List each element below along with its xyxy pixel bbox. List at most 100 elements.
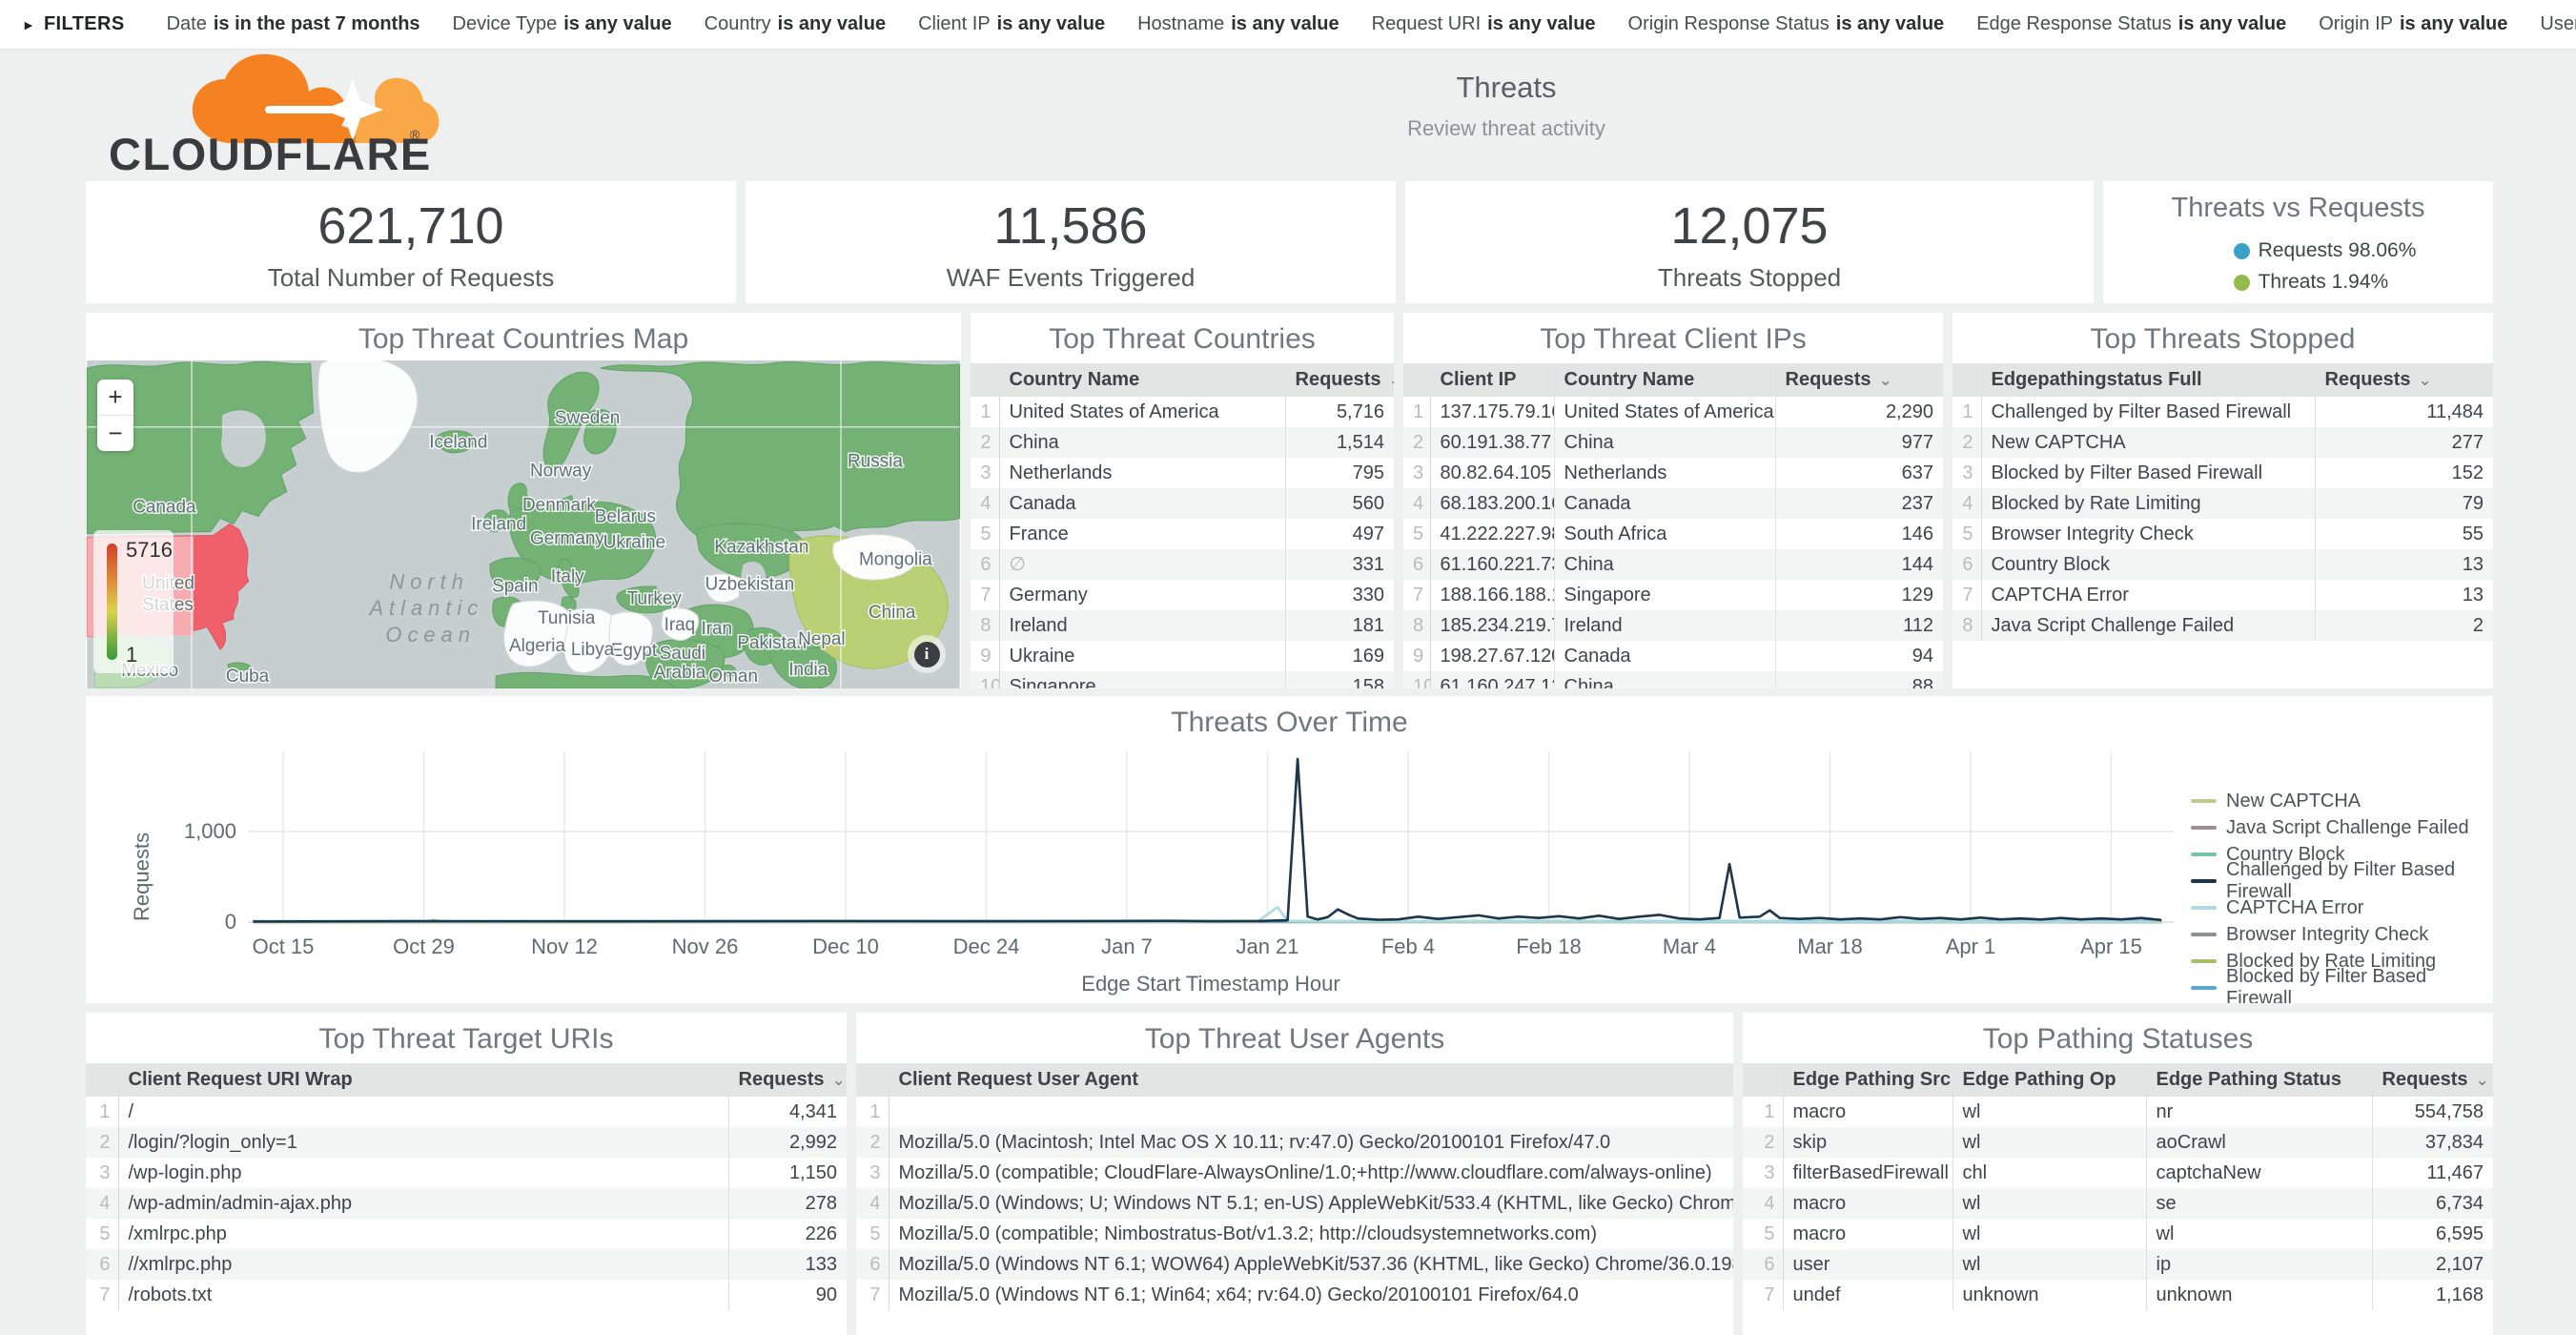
column-header[interactable]: Edge Pathing Op <box>1952 1063 2146 1097</box>
sort-desc-icon: ⌄ <box>2475 1071 2489 1089</box>
column-header[interactable]: Client Request User Agent <box>888 1063 1733 1097</box>
table-cell: Mozilla/5.0 (Windows; U; Windows NT 5.1;… <box>888 1188 1733 1219</box>
table-row: 3 filterBasedFirewall chl captchaNew 11,467 <box>1743 1158 2493 1188</box>
chart-legend-item[interactable]: Blocked by Rate Limiting <box>2191 948 2488 975</box>
table-cell: wl <box>2145 1219 2372 1249</box>
column-header[interactable]: Edgepathingstatus Full <box>1980 363 2315 397</box>
table-row: 2/login/?login_only=1 2,992 <box>86 1127 847 1158</box>
table-row: 1 United States of America 5,716 <box>971 397 1394 427</box>
table-cell: 185.234.219.70 <box>1429 610 1554 641</box>
stat-card-waf-events: 11,586 WAF Events Triggered <box>746 181 1396 303</box>
top-threat-client-ips-panel: Top Threat Client IPs Client IP Country N… <box>1403 313 1943 688</box>
row-rank: 7 <box>856 1280 889 1310</box>
top-pathing-statuses-table: Edge Pathing Src Edge Pathing Op Edge Path… <box>1743 1063 2493 1310</box>
filter-item[interactable]: Client IP is any value <box>918 13 1105 35</box>
sort-desc-icon: ⌄ <box>831 1071 846 1089</box>
table-row: 4 Canada 560 <box>971 488 1394 519</box>
chart-legend-item[interactable]: Browser Integrity Check <box>2191 921 2488 948</box>
table-cell: filterBasedFirewall <box>1782 1158 1952 1188</box>
row-rank: 5 <box>86 1219 119 1249</box>
map-zoom-control: + − <box>97 380 133 451</box>
chart-legend-item[interactable]: Challenged by Filter Based Firewall <box>2191 859 2488 902</box>
table-cell: /xmlrpc.php <box>117 1219 728 1249</box>
row-rank: 7 <box>1952 580 1982 610</box>
legend-line-icon <box>2191 799 2217 803</box>
map-color-gradient <box>107 544 117 660</box>
row-rank: 9 <box>971 641 1000 671</box>
filter-item[interactable]: Edge Response Status is any value <box>1976 13 2286 35</box>
chart-legend-item[interactable]: Blocked by Filter Based Firewall <box>2191 966 2488 1003</box>
svg-text:Feb 4: Feb 4 <box>1381 934 1435 958</box>
table-cell: ip <box>2145 1249 2372 1280</box>
table-cell: 158 <box>1284 671 1394 688</box>
row-rank: 5 <box>1952 519 1982 549</box>
row-rank: 2 <box>1952 427 1982 458</box>
table-cell: macro <box>1782 1188 1952 1219</box>
table-cell <box>888 1097 1733 1127</box>
column-header[interactable]: Requests⌄ <box>2314 363 2493 397</box>
row-rank: 6 <box>856 1249 889 1280</box>
column-header[interactable]: Client IP <box>1429 363 1554 397</box>
filter-item[interactable]: Country is any value <box>705 13 886 35</box>
column-header[interactable]: Requests⌄ <box>1774 363 1943 397</box>
filter-item[interactable]: Hostname is any value <box>1137 13 1339 35</box>
table-cell: 1,150 <box>727 1158 847 1188</box>
filter-field: Date <box>166 13 207 34</box>
column-header[interactable]: Country Name <box>1553 363 1775 397</box>
column-header[interactable]: Requests⌄ <box>727 1063 847 1097</box>
table-cell: Singapore <box>1553 580 1775 610</box>
filter-item[interactable]: Origin IP is any value <box>2319 13 2507 35</box>
table-cell: CAPTCHA Error <box>1980 580 2315 610</box>
map-country-label: Canada <box>133 498 196 518</box>
table-cell: 2,290 <box>1774 397 1943 427</box>
table-cell: Mozilla/5.0 (compatible; Nimbostratus-Bo… <box>888 1219 1733 1249</box>
world-map[interactable]: CanadaUnitedStatesMexicoCubaIcelandIrela… <box>86 360 961 688</box>
table-row: 3 Mozilla/5.0 (compatible; CloudFlare-Alw… <box>856 1158 1733 1188</box>
table-row: 6//xmlrpc.php 133 <box>86 1249 847 1280</box>
filter-item[interactable]: Date is in the past 7 months <box>167 13 420 35</box>
map-zoom-out-button[interactable]: − <box>97 415 133 451</box>
table-cell: 41.222.227.98 <box>1429 519 1554 549</box>
chart-legend-item[interactable]: Java Script Challenge Failed <box>2191 814 2488 841</box>
table-row: 7 Mozilla/5.0 (Windows NT 6.1; Win64; x64… <box>856 1280 1733 1310</box>
column-header[interactable]: Edge Pathing Status <box>2145 1063 2372 1097</box>
table-cell: 1,168 <box>2371 1280 2493 1310</box>
filter-item[interactable]: Origin Response Status is any value <box>1628 13 1945 35</box>
column-header[interactable]: Country Name <box>998 363 1285 397</box>
row-rank: 5 <box>856 1219 889 1249</box>
table-cell: chl <box>1952 1158 2146 1188</box>
filters-toggle[interactable]: ▸ FILTERS <box>25 13 125 35</box>
map-country-label: Turkey <box>627 588 683 608</box>
top-threats-stopped-panel: Top Threats Stopped Edgepathingstatus Fu… <box>1952 313 2493 688</box>
map-country-label: Germany <box>530 528 604 548</box>
map-zoom-in-button[interactable]: + <box>108 382 123 411</box>
cloudflare-wordmark: CLOUDFLARE <box>109 129 432 177</box>
filter-item[interactable]: Request URI is any value <box>1372 13 1596 35</box>
table-cell: aoCrawl <box>2145 1127 2372 1158</box>
column-header[interactable]: Requests⌄ <box>2371 1063 2493 1097</box>
chart-legend-item[interactable]: CAPTCHA Error <box>2191 894 2488 921</box>
column-header[interactable]: Edge Pathing Src <box>1782 1063 1952 1097</box>
chart-legend-item[interactable]: Country Block <box>2191 841 2488 868</box>
row-rank: 8 <box>1403 610 1431 641</box>
row-rank: 7 <box>86 1280 119 1310</box>
filter-item[interactable]: User Agentis any value <box>2540 13 2576 35</box>
column-header[interactable]: Client Request URI Wrap <box>117 1063 728 1097</box>
top-threat-user-agents-panel: Top Threat User Agents Client Request Us… <box>856 1013 1733 1335</box>
stat-card-threats-stopped: 12,075 Threats Stopped <box>1405 181 2094 303</box>
table-cell: South Africa <box>1553 519 1775 549</box>
table-cell: China <box>1553 549 1775 580</box>
row-rank: 10 <box>1403 671 1431 688</box>
world-map-svg[interactable]: CanadaUnitedStatesMexicoCubaIcelandIrela… <box>86 360 961 688</box>
map-info-button[interactable]: i <box>908 635 946 673</box>
table-cell: 11,467 <box>2371 1158 2493 1188</box>
threats-vs-requests-card: Threats vs Requests Requests 98.06% Threa… <box>2103 181 2493 303</box>
filter-item[interactable]: Device Type is any value <box>453 13 672 35</box>
table-cell: 90 <box>727 1280 847 1310</box>
row-rank: 9 <box>1403 641 1431 671</box>
table-cell: wl <box>1952 1097 2146 1127</box>
chart-legend-item[interactable]: New CAPTCHA <box>2191 788 2488 814</box>
table-cell: /wp-admin/admin-ajax.php <box>117 1188 728 1219</box>
table-row: 4 Blocked by Rate Limiting 79 <box>1952 488 2493 519</box>
column-header[interactable]: Requests⌄ <box>1284 363 1394 397</box>
